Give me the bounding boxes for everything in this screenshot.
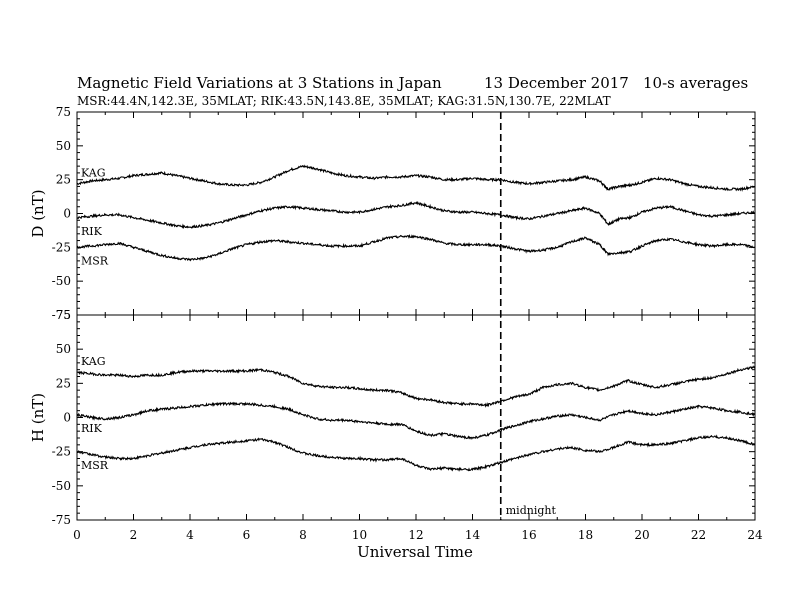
y-tick-label: -75 xyxy=(52,308,71,322)
series-msr-label: MSR xyxy=(81,255,109,268)
x-tick-label: 14 xyxy=(465,528,481,542)
series-msr-line xyxy=(76,234,755,262)
series-msr-line xyxy=(76,434,756,472)
x-tick-label: 0 xyxy=(73,528,81,542)
x-tick-label: 18 xyxy=(578,528,593,542)
y-tick-label: 25 xyxy=(56,376,71,390)
chart-date: 13 December 2017 xyxy=(484,74,629,92)
midnight-label: midnight xyxy=(506,504,557,517)
y-tick-label: 75 xyxy=(56,308,71,322)
y-tick-label: -25 xyxy=(52,445,71,459)
x-axis-title: Universal Time xyxy=(357,543,473,561)
y-axis-title: D (nT) xyxy=(29,189,47,237)
x-tick-label: 20 xyxy=(634,528,649,542)
series-kag-label: KAG xyxy=(81,166,106,179)
series-kag-line xyxy=(76,365,756,408)
series-kag-label: KAG xyxy=(81,355,106,368)
y-tick-label: 50 xyxy=(56,342,71,356)
y-tick-label: 0 xyxy=(63,411,71,425)
series-msr-label: MSR xyxy=(81,459,109,472)
series-rik-label: RIK xyxy=(81,225,103,238)
x-axis: 0 2 4 6 8 10 12 14 16 18 20 22 24 xyxy=(73,112,763,542)
x-tick-label: 6 xyxy=(243,528,251,542)
annotations: midnight xyxy=(499,112,557,520)
series-rik-line xyxy=(76,401,756,440)
x-tick-label: 12 xyxy=(408,528,423,542)
y-tick-label: 25 xyxy=(56,173,71,187)
chart-averaging: 10-s averages xyxy=(643,74,748,92)
series-rik-label: RIK xyxy=(81,422,103,435)
x-tick-label: 16 xyxy=(521,528,536,542)
y-tick-label: 75 xyxy=(56,105,71,119)
series-kag-line xyxy=(76,164,756,192)
y-tick-label: -75 xyxy=(52,513,71,527)
y-axis-title: H (nT) xyxy=(29,393,47,442)
chart-title: Magnetic Field Variations at 3 Stations … xyxy=(77,74,442,92)
y-tick-label: -50 xyxy=(52,274,71,288)
panel-frame xyxy=(76,314,756,521)
chart-subtitle: MSR:44.4N,142.3E, 35MLAT; RIK:43.5N,143.… xyxy=(77,94,611,108)
x-tick-label: 24 xyxy=(747,528,763,542)
panel-h: 75 50 25 0 -25 -50 -75 H (nT) KAG RIK MSR xyxy=(29,308,756,527)
x-tick-label: 4 xyxy=(186,528,194,542)
x-tick-label: 8 xyxy=(299,528,307,542)
x-tick-label: 10 xyxy=(352,528,367,542)
x-tick-label: 2 xyxy=(130,528,138,542)
series-rik-line xyxy=(76,200,756,230)
y-tick-label: -25 xyxy=(52,240,71,254)
y-tick-label: -50 xyxy=(52,479,71,493)
panel-frame xyxy=(76,111,756,316)
panel-d: 75 50 25 0 -25 -50 -75 D (nT) KAG RIK MSR xyxy=(29,105,756,322)
y-tick-label: 50 xyxy=(56,139,71,153)
x-tick-label: 22 xyxy=(691,528,706,542)
y-tick-label: 0 xyxy=(63,207,71,221)
